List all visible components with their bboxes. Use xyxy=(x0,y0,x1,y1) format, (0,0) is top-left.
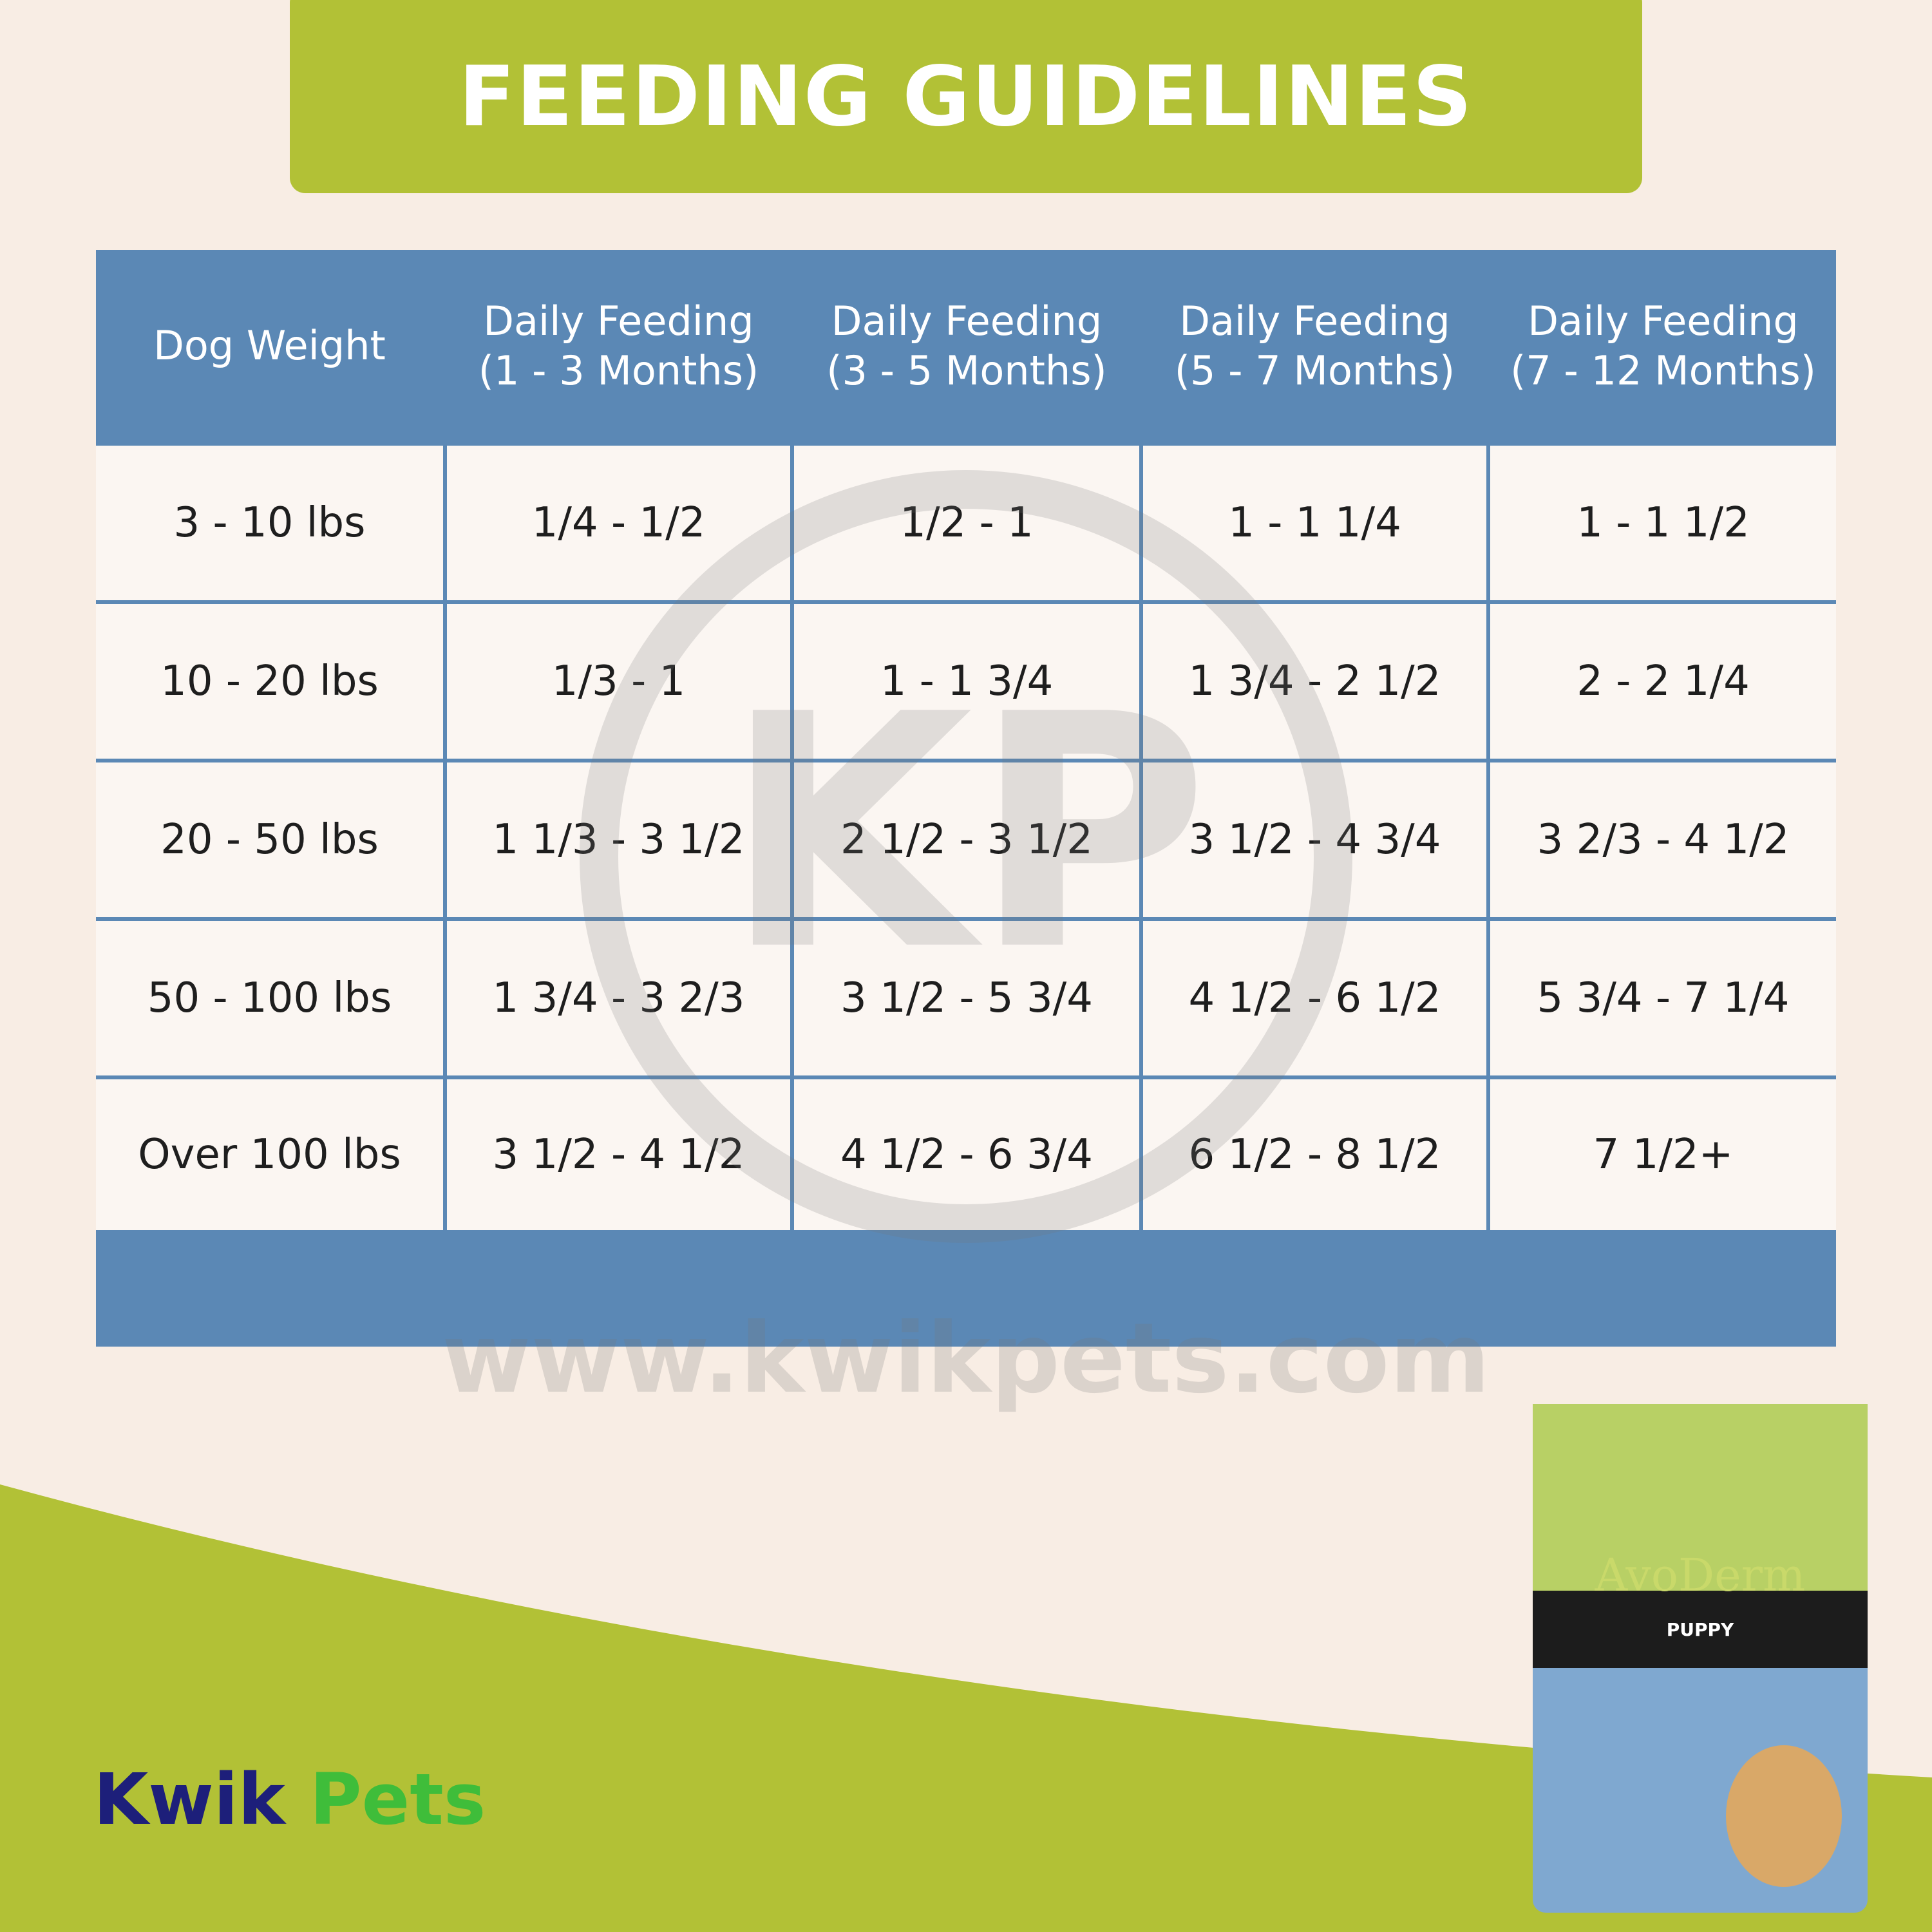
logo-word: Pets xyxy=(310,1758,486,1841)
column-header: Daily Feeding (7 - 12 Months) xyxy=(1510,297,1816,395)
feeding-amount: 1 3/4 - 2 1/2 xyxy=(1143,604,1486,759)
feeding-amount: 3 1/2 - 4 3/4 xyxy=(1143,762,1486,917)
column-header: Dog Weight xyxy=(153,322,386,370)
feeding-amount: 3 1/2 - 4 1/2 xyxy=(447,1079,790,1230)
feeding-amount: 4 1/2 - 6 1/2 xyxy=(1143,921,1486,1075)
feeding-amount: 5 3/4 - 7 1/4 xyxy=(1490,921,1836,1075)
feeding-amount: 1 1/3 - 3 1/2 xyxy=(447,762,790,917)
feeding-amount: 1 - 1 1/4 xyxy=(1143,446,1486,600)
bag-top xyxy=(1533,1404,1868,1597)
title-banner: FEEDING GUIDELINES xyxy=(290,0,1642,193)
feeding-amount: 3 2/3 - 4 1/2 xyxy=(1490,762,1836,917)
green-wave xyxy=(0,1484,1932,1932)
product-brand: AvoDerm xyxy=(1595,1549,1806,1602)
weight-range: 50 - 100 lbs xyxy=(96,921,443,1075)
feeding-amount: 3 1/2 - 5 3/4 xyxy=(794,921,1139,1075)
column-header: Daily Feeding (3 - 5 Months) xyxy=(826,297,1107,395)
product-bag: AvoDerm PUPPY xyxy=(1533,1404,1868,1913)
title: FEEDING GUIDELINES xyxy=(459,48,1473,145)
puppy xyxy=(1726,1745,1842,1887)
bag-band xyxy=(1533,1591,1868,1668)
column-header: Daily Feeding (1 - 3 Months) xyxy=(478,297,759,395)
feeding-amount: 1 - 1 3/4 xyxy=(794,604,1139,759)
product-variant: PUPPY xyxy=(1667,1619,1734,1640)
logo-word: Kwik xyxy=(93,1758,285,1841)
feeding-amount: 1/3 - 1 xyxy=(447,604,790,759)
feeding-amount: 6 1/2 - 8 1/2 xyxy=(1143,1079,1486,1230)
feeding-amount: 1/2 - 1 xyxy=(794,446,1139,600)
column-header: Daily Feeding (5 - 7 Months) xyxy=(1174,297,1455,395)
weight-range: 10 - 20 lbs xyxy=(96,604,443,759)
feeding-amount: 2 - 2 1/4 xyxy=(1490,604,1836,759)
feeding-amount: 1 - 1 1/2 xyxy=(1490,446,1836,600)
feeding-amount: 7 1/2+ xyxy=(1490,1079,1836,1230)
feeding-table: Dog Weight Daily Feeding (1 - 3 Months) Da… xyxy=(96,250,1836,1347)
weight-range: 3 - 10 lbs xyxy=(96,446,443,600)
feeding-amount: 2 1/2 - 3 1/2 xyxy=(794,762,1139,917)
feeding-amount: 1 3/4 - 3 2/3 xyxy=(447,921,790,1075)
feeding-amount: 4 1/2 - 6 3/4 xyxy=(794,1079,1139,1230)
feeding-amount: 1/4 - 1/2 xyxy=(447,446,790,600)
weight-range: 20 - 50 lbs xyxy=(96,762,443,917)
weight-range: Over 100 lbs xyxy=(96,1079,443,1230)
brand-logo: Kwik Pets xyxy=(93,1758,486,1841)
